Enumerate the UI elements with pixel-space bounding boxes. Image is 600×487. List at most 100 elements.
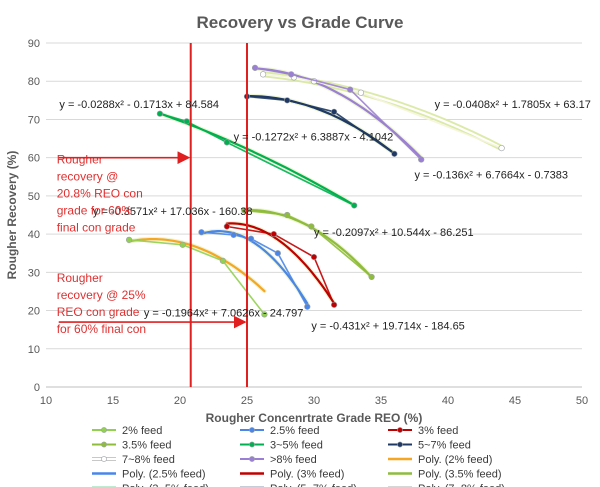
equation-label-3: y = -0.136x² + 6.7664x - 0.7383 (415, 170, 569, 182)
equation-label-5: y = -0.2097x² + 10.544x - 86.251 (314, 227, 474, 239)
legend-entry-10: Poly. (3% feed) (270, 469, 344, 481)
data-point-2-2 (310, 253, 318, 261)
data-point-2-3 (331, 301, 338, 308)
x-axis-ticks: 10 15 20 25 30 35 40 45 50 (40, 395, 588, 407)
annotation-text-1: Rougher recovery @ 25% REO con grade for 60… (57, 271, 146, 336)
data-point-4-1 (183, 118, 190, 125)
gridlines (46, 42, 582, 388)
equation-label-1: y = -0.1272x² + 6.3887x - 4.1042 (234, 131, 394, 143)
trendline-equations: y = -0.0288x² - 0.1713x + 84.584 y = -0.1… (59, 99, 590, 333)
data-point-6-0 (259, 71, 267, 78)
x-tick-label-7: 45 (509, 395, 521, 407)
y-tick-label-7: 70 (28, 114, 40, 126)
equation-label-7: y = -0.431x² + 19.714x - 184.65 (311, 321, 465, 333)
y-tick-label-9: 90 (28, 38, 40, 50)
legend-marker-7 (249, 456, 255, 462)
data-points (125, 64, 505, 318)
y-tick-label-8: 80 (28, 76, 40, 88)
legend-entry-4: 3~5% feed (270, 440, 323, 452)
y-axis-label: Rougher Recovery (%) (5, 151, 19, 280)
data-point-1-4 (304, 303, 311, 310)
data-point-1-2 (247, 235, 255, 242)
legend-entry-12: Poly. (3~5% feed) (122, 483, 209, 487)
equation-label-4: y = -0.3571x² + 17.036x - 160.38 (93, 206, 253, 218)
series-line-0 (129, 239, 266, 315)
data-point-3-1 (284, 211, 291, 219)
trendline-0 (128, 238, 266, 293)
legend-marker-0 (101, 427, 107, 433)
data-point-4-3 (351, 202, 358, 209)
data-point-3-2 (308, 223, 315, 230)
data-point-7-3 (418, 156, 425, 163)
annotation-line-0-1: recovery @ (57, 169, 119, 183)
legend-entry-11: Poly. (3.5% feed) (418, 469, 502, 481)
y-tick-label-2: 20 (28, 306, 40, 318)
data-point-7-0 (251, 64, 259, 71)
annotation-line-1-0: Rougher (57, 271, 103, 285)
x-tick-label-1: 15 (107, 395, 119, 407)
equation-label-2: y = -0.0408x² + 1.7805x + 63.17 (435, 99, 591, 111)
legend-entry-14: Poly. (7~8% feed) (418, 483, 505, 487)
legend-entry-6: 7~8% feed (122, 454, 175, 466)
series-line-3 (244, 209, 373, 278)
x-tick-label-8: 50 (576, 395, 588, 407)
data-point-0-0 (125, 236, 133, 243)
trendline-4 (158, 112, 356, 207)
x-tick-label-6: 40 (442, 395, 454, 407)
data-point-1-3 (274, 250, 281, 257)
data-point-6-3 (357, 89, 365, 96)
data-point-7-2 (347, 86, 354, 93)
x-tick-label-2: 20 (174, 395, 186, 407)
y-tick-label-0: 0 (34, 382, 40, 394)
legend-entry-3: 3.5% feed (122, 440, 172, 452)
data-point-4-0 (156, 110, 163, 117)
y-axis-ticks: 0 10 20 30 40 50 60 70 80 90 (28, 38, 40, 394)
series-line-2 (226, 225, 335, 306)
annotation-line-0-2: 20.8% REO con (57, 186, 143, 200)
legend-entry-2: 3% feed (418, 425, 458, 437)
data-point-2-0 (223, 223, 230, 230)
data-point-3-3 (368, 273, 375, 281)
data-point-5-2 (331, 108, 338, 115)
legend-entry-5: 5~7% feed (418, 440, 471, 452)
legend-marker-4 (249, 441, 255, 448)
legend-entry-13: Poly. (5~7% feed) (270, 483, 357, 487)
annotation-line-0-0: Rougher (57, 152, 103, 166)
legend-marker-1 (249, 427, 255, 433)
data-point-5-3 (391, 150, 398, 157)
data-point-1-0 (198, 229, 205, 236)
series-line-4 (159, 112, 355, 207)
x-tick-label-0: 10 (40, 395, 52, 407)
trendline-1 (200, 230, 309, 305)
data-point-0-3 (261, 311, 268, 318)
chart-title: Recovery vs Grade Curve (197, 13, 404, 32)
x-tick-label-4: 30 (308, 395, 320, 407)
data-point-7-1 (288, 71, 295, 78)
data-point-0-1 (179, 241, 186, 248)
legend-entry-8: Poly. (2% feed) (418, 454, 492, 466)
data-point-5-1 (284, 97, 291, 104)
annotation-line-1-1: recovery @ 25% (57, 288, 146, 302)
y-tick-label-1: 10 (28, 344, 40, 356)
data-point-2-1 (270, 231, 277, 238)
y-tick-label-6: 60 (28, 153, 40, 165)
legend-marker-3 (101, 441, 107, 448)
x-axis-label: Rougher Concenrtrate Grade REO (%) (206, 411, 423, 425)
legend-entry-7: >8% feed (270, 454, 317, 466)
x-tick-label-3: 25 (241, 395, 253, 407)
legend-entry-9: Poly. (2.5% feed) (122, 469, 206, 481)
annotation-line-1-2: REO con grade (57, 305, 140, 319)
data-point-4-2 (223, 139, 230, 146)
legend-marker-5 (397, 441, 403, 448)
data-point-1-1 (230, 231, 237, 238)
y-tick-label-4: 40 (28, 229, 40, 241)
y-tick-label-5: 50 (28, 191, 40, 203)
annotation-text-0: Rougher recovery @ 20.8% REO con grade for … (57, 152, 143, 234)
annotations: Rougher recovery @ 20.8% REO con grade for … (57, 151, 247, 336)
legend-entry-1: 2.5% feed (270, 425, 320, 437)
legend: 2% feed 2.5% feed 3% feed 3.5% feed 3~5% fee… (92, 425, 505, 487)
equation-label-0: y = -0.0288x² - 0.1713x + 84.584 (59, 99, 219, 111)
annotation-line-0-3: grade for 60% (57, 203, 133, 217)
y-tick-label-3: 30 (28, 267, 40, 279)
